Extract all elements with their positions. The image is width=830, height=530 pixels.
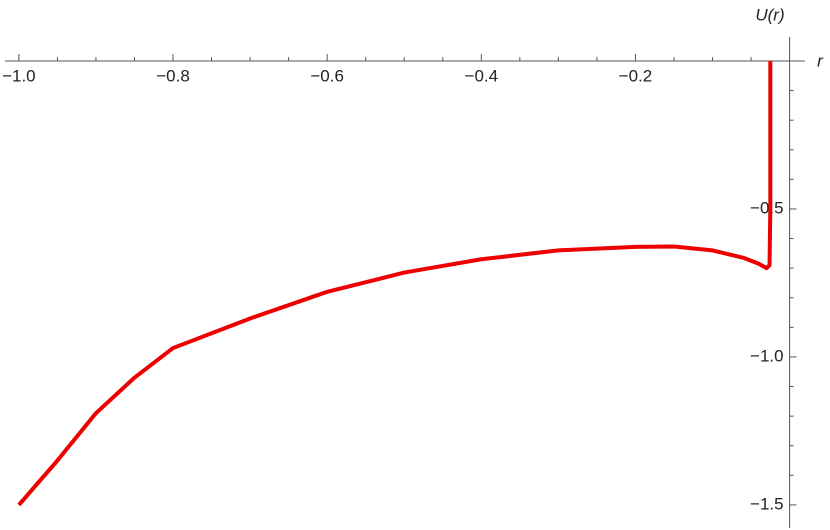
x-tick-label: −0.2: [619, 66, 653, 85]
x-tick-label: −0.4: [465, 66, 499, 85]
x-tick-label: −0.8: [156, 66, 190, 85]
y-tick-label: −0.5: [750, 198, 784, 217]
x-axis-label: r: [817, 51, 824, 70]
y-axis-label: U(r): [755, 5, 784, 24]
y-tick-label: −1.0: [750, 346, 784, 365]
x-tick-label: −1.0: [2, 66, 36, 85]
x-tick-label: −0.6: [310, 66, 344, 85]
y-tick-label: −1.5: [750, 494, 784, 513]
data-line: [17, 60, 773, 507]
